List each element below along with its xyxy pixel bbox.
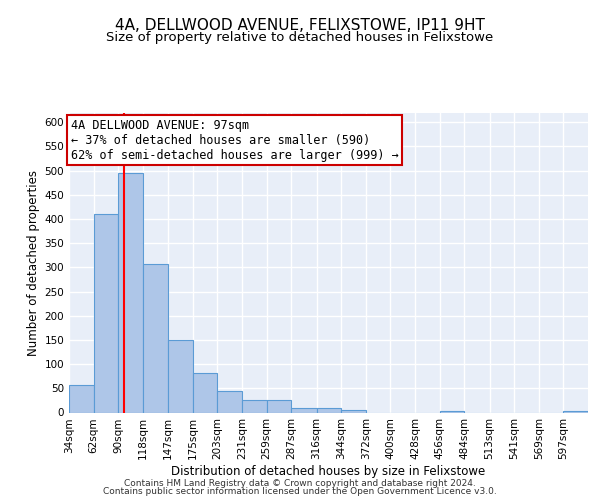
Bar (440, 411, 464, 412)
Bar (69, 385, 94, 412)
Bar (143, 264, 168, 412)
Text: 4A DELLWOOD AVENUE: 97sqm
← 37% of detached houses are smaller (590)
62% of semi: 4A DELLWOOD AVENUE: 97sqm ← 37% of detac… (71, 119, 398, 162)
Y-axis label: Number of detached properties: Number of detached properties (27, 170, 40, 356)
Text: Contains HM Land Registry data © Crown copyright and database right 2024.: Contains HM Land Registry data © Crown c… (124, 478, 476, 488)
X-axis label: Distribution of detached houses by size in Felixstowe: Distribution of detached houses by size … (172, 465, 485, 478)
Text: Size of property relative to detached houses in Felixstowe: Size of property relative to detached ho… (106, 31, 494, 44)
Text: Contains public sector information licensed under the Open Government Licence v3: Contains public sector information licen… (103, 487, 497, 496)
Bar (217, 391, 242, 412)
Bar (193, 373, 217, 412)
Bar (317, 408, 341, 412)
Text: 4A, DELLWOOD AVENUE, FELIXSTOWE, IP11 9HT: 4A, DELLWOOD AVENUE, FELIXSTOWE, IP11 9H… (115, 18, 485, 32)
Bar (341, 410, 366, 412)
Bar (242, 400, 266, 412)
Bar (94, 214, 118, 412)
Bar (291, 408, 317, 412)
Bar (168, 340, 193, 412)
Bar (563, 411, 588, 412)
Bar (266, 400, 291, 412)
Bar (118, 173, 143, 412)
